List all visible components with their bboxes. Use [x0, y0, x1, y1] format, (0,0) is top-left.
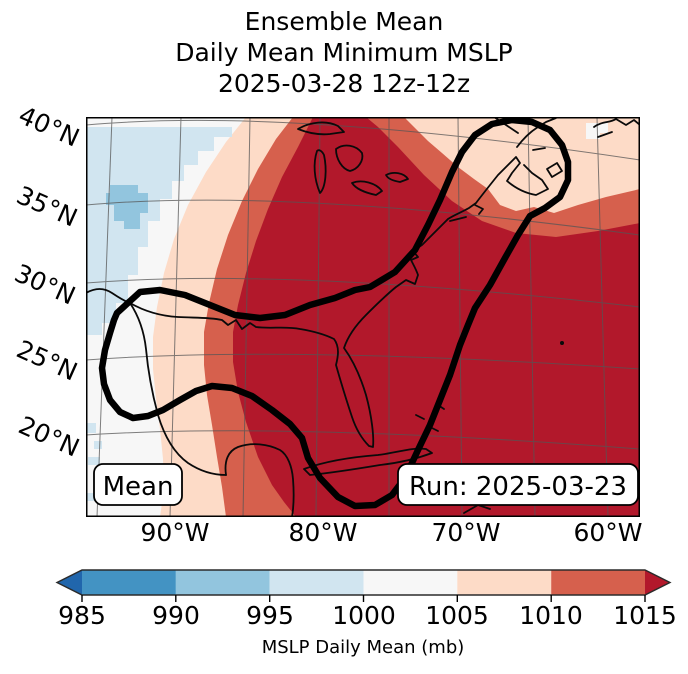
colorbar-tick-label-1000: 1000	[332, 601, 396, 630]
colorbar-under-arrow	[57, 570, 82, 595]
graticule	[86, 117, 640, 517]
figure-title: Ensemble Mean Daily Mean Minimum MSLP 20…	[0, 6, 688, 99]
y-tick-label-25n: 25°N	[12, 334, 82, 387]
title-line-1: Ensemble Mean	[244, 7, 444, 36]
parallel-35n	[86, 199, 640, 236]
colorbar	[55, 569, 672, 602]
colorbar-tick-label-990: 990	[152, 601, 200, 630]
field-band-1005-1010-northeast	[404, 117, 640, 213]
coastlines	[86, 117, 640, 517]
run-annotation-label: Run: 2025-03-23	[409, 472, 627, 502]
title-line-3: 2025-03-28 12z-12z	[217, 69, 471, 98]
mean-annotation-box: Mean	[93, 463, 183, 506]
field-band-995-1000-northwest	[86, 127, 232, 335]
colorbar-ticks	[81, 595, 646, 602]
colorbar-segment-1000-1005	[363, 570, 458, 595]
y-tick-label-20n: 20°N	[14, 410, 84, 463]
parallel-30n	[86, 277, 640, 308]
colorbar-segment-990-995	[175, 570, 270, 595]
colorbar-tick-label-1010: 1010	[519, 601, 583, 630]
colorbar-segment-985-990	[82, 570, 176, 595]
mean-annotation-label: Mean	[103, 472, 174, 502]
title-line-2: Daily Mean Minimum MSLP	[175, 38, 513, 67]
y-tick-label-30n: 30°N	[10, 258, 80, 311]
colorbar-tick-label-1005: 1005	[425, 601, 489, 630]
meridian-95w	[96, 117, 113, 517]
y-tick-label-35n: 35°N	[12, 180, 82, 233]
parallel-40n	[86, 119, 640, 161]
x-tick-label-90w: 90°W	[140, 518, 210, 547]
colorbar-tick-label-995: 995	[246, 601, 294, 630]
parallel-25n	[86, 353, 640, 370]
colorbar-segment-1010-1015	[551, 570, 646, 595]
ensemble-contour	[98, 117, 572, 510]
run-annotation-box: Run: 2025-03-23	[397, 463, 639, 506]
meridian-65w	[527, 117, 536, 517]
map-border	[86, 117, 640, 517]
meridian-70w	[457, 117, 463, 517]
map-canvas: Mean Run: 2025-03-23	[86, 117, 640, 517]
x-tick-label-80w: 80°W	[288, 518, 358, 547]
field-patch-990-995	[106, 185, 148, 229]
colorbar-segment-1005-1010	[457, 570, 552, 595]
colorbar-tick-label-1015: 1015	[613, 601, 677, 630]
colorbar-tick-label-985: 985	[58, 601, 106, 630]
y-tick-label-40n: 40°N	[14, 100, 84, 153]
x-tick-label-60w: 60°W	[573, 518, 643, 547]
colorbar-segment-995-1000	[269, 570, 364, 595]
colorbar-caption: MSLP Daily Mean (mb)	[261, 637, 465, 658]
meridian-60w	[596, 117, 609, 517]
parallel-20n	[86, 430, 640, 450]
colorbar-over-arrow	[645, 570, 670, 595]
x-tick-label-70w: 70°W	[431, 518, 501, 547]
meridian-80w	[315, 117, 321, 517]
